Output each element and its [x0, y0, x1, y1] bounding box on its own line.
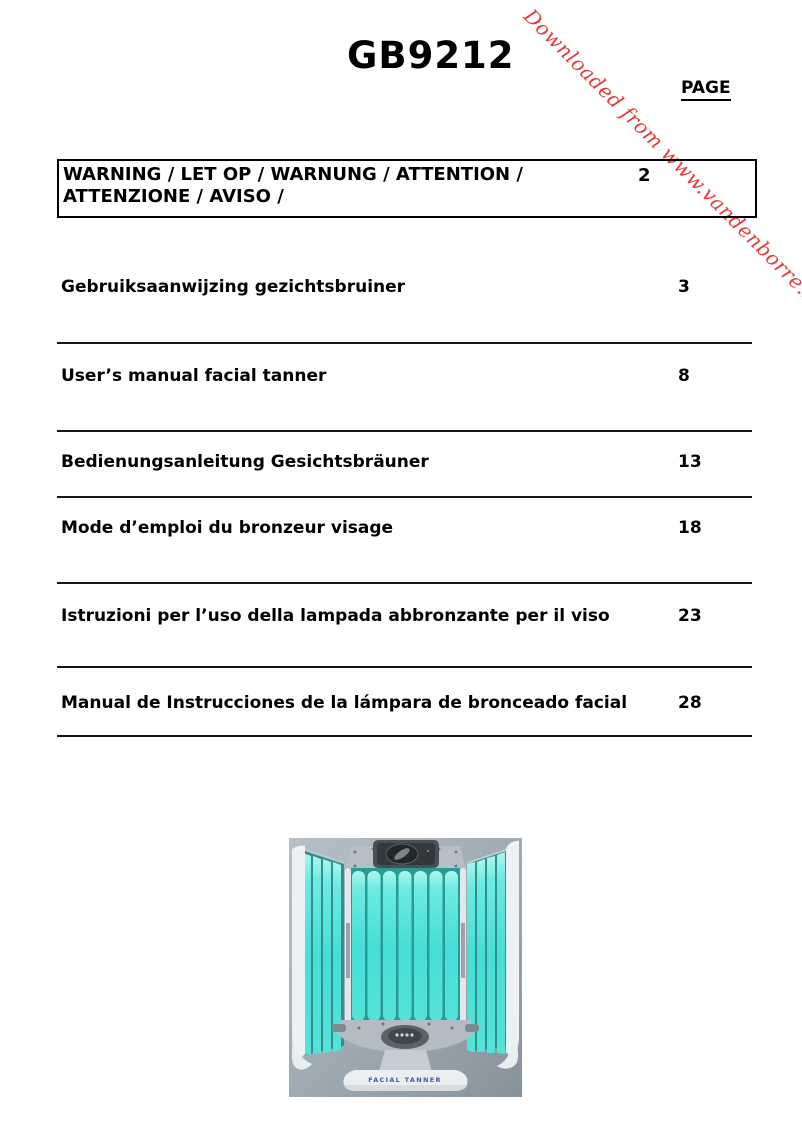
facial-tanner-photo: FACIAL TANNER: [289, 838, 522, 1097]
toc-entry: User’s manual facial tanner 8: [57, 366, 753, 388]
top-control-panel: [345, 840, 466, 870]
toc-entry-page: 18: [678, 518, 702, 538]
toc-entry-label: Mode d’emploi du bronzeur visage: [61, 518, 394, 538]
left-wing-panel: [291, 845, 344, 1070]
toc-entry-label: User’s manual facial tanner: [61, 366, 327, 386]
divider-line: [57, 735, 752, 737]
toc-entry-label: Istruzioni per l’uso della lampada abbro…: [61, 606, 610, 626]
toc-entry: Manual de Instrucciones de la lámpara de…: [57, 693, 753, 715]
divider-line: [57, 582, 752, 584]
toc-entry-page: 8: [678, 366, 690, 386]
hinge-bars: [345, 868, 466, 1022]
toc-entry: Mode d’emploi du bronzeur visage 18: [57, 518, 753, 540]
center-uv-tubes: [351, 868, 460, 1022]
toc-entry: Bedienungsanleitung Gesichtsbräuner 13: [57, 452, 753, 474]
right-wing-uv-tubes: [467, 852, 505, 1054]
divider-line: [57, 496, 752, 498]
toc-entry-page: 23: [678, 606, 702, 626]
toc-entry-page: 28: [678, 693, 702, 713]
facial-tanner-illustration: FACIAL TANNER: [289, 838, 522, 1097]
warning-line-2: ATTENZIONE / AVISO /: [63, 186, 284, 207]
toc-entry: Gebruiksaanwijzing gezichtsbruiner 3: [57, 277, 753, 299]
timer-knob-pointer: [394, 848, 410, 860]
toc-entry-label: Bedienungsanleitung Gesichtsbräuner: [61, 452, 429, 472]
toc-entry-page: 3: [678, 277, 690, 297]
toc-entry-label: Gebruiksaanwijzing gezichtsbruiner: [61, 277, 406, 297]
device-base: FACIAL TANNER: [343, 1050, 468, 1091]
divider-line: [57, 430, 752, 432]
warning-box: WARNING / LET OP / WARNUNG / ATTENTION /…: [57, 159, 757, 218]
warning-line-1: WARNING / LET OP / WARNUNG / ATTENTION /: [63, 164, 523, 185]
bottom-housing: [332, 1020, 479, 1052]
document-title: GB9212: [347, 34, 515, 77]
toc-entry-page: 13: [678, 452, 702, 472]
warning-page-number: 2: [638, 165, 651, 186]
page-column-header: PAGE: [681, 78, 731, 101]
divider-line: [57, 342, 752, 344]
right-wing-panel: [467, 840, 519, 1069]
toc-entry-label: Manual de Instrucciones de la lámpara de…: [61, 693, 628, 713]
divider-line: [57, 666, 752, 668]
base-label: FACIAL TANNER: [368, 1076, 442, 1084]
toc-entry: Istruzioni per l’uso della lampada abbro…: [57, 606, 753, 628]
